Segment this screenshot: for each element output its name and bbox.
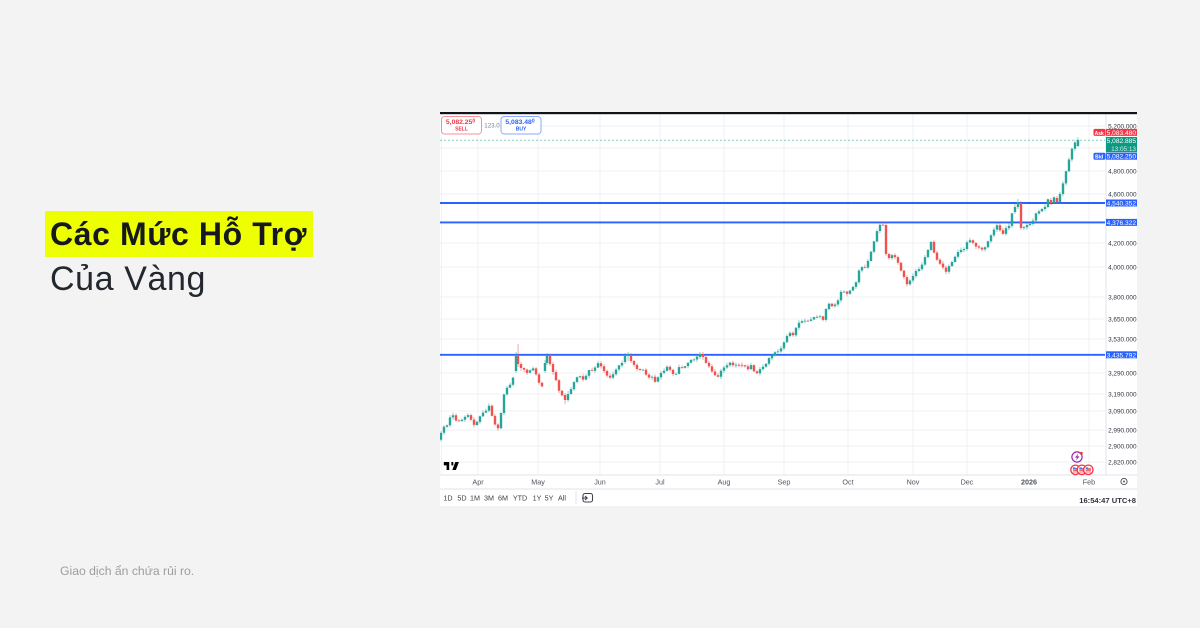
svg-text:2,820.000: 2,820.000 [1108,460,1137,467]
svg-text:4,800.000: 4,800.000 [1108,169,1137,176]
svg-text:6M: 6M [498,493,508,502]
svg-text:5,082.250: 5,082.250 [1107,154,1137,161]
svg-text:3,090.000: 3,090.000 [1108,409,1137,416]
svg-text:13:05:13: 13:05:13 [1111,146,1136,153]
svg-text:5,082.885: 5,082.885 [1107,138,1137,145]
svg-text:Ask: Ask [1095,131,1104,137]
svg-text:3,290.000: 3,290.000 [1108,371,1137,378]
svg-text:2,990.000: 2,990.000 [1108,428,1137,435]
svg-text:3,435.792: 3,435.792 [1107,352,1137,359]
svg-text:5,083.480: 5,083.480 [505,119,534,127]
svg-text:Dec: Dec [961,478,974,487]
svg-text:Apr: Apr [472,478,484,487]
svg-text:3M: 3M [484,493,494,502]
svg-text:Bid: Bid [1095,155,1103,161]
svg-text:5,082.250: 5,082.250 [446,119,475,127]
svg-text:SELL: SELL [455,127,468,133]
svg-text:2026: 2026 [1021,478,1037,487]
svg-text:123.0: 123.0 [484,123,500,130]
svg-text:All: All [558,493,566,502]
svg-text:3,530.000: 3,530.000 [1108,337,1137,344]
svg-text:4,000.000: 4,000.000 [1108,265,1137,272]
svg-text:4,600.000: 4,600.000 [1108,192,1137,199]
svg-text:1M: 1M [470,493,480,502]
svg-text:YTD: YTD [513,493,527,502]
svg-text:5,083.480: 5,083.480 [1107,130,1137,137]
svg-text:16:54:47 UTC+8: 16:54:47 UTC+8 [1079,496,1136,505]
svg-text:3,800.000: 3,800.000 [1108,295,1137,302]
svg-text:2,900.000: 2,900.000 [1108,444,1137,451]
svg-text:5,200.000: 5,200.000 [1108,124,1137,131]
svg-text:5Y: 5Y [545,493,554,502]
svg-text:Nov: Nov [907,478,920,487]
svg-text:3,190.000: 3,190.000 [1108,392,1137,399]
svg-text:May: May [531,478,545,487]
svg-text:4,200.000: 4,200.000 [1108,241,1137,248]
svg-text:BUY: BUY [516,127,527,133]
svg-text:1Y: 1Y [533,493,542,502]
svg-text:3,650.000: 3,650.000 [1108,317,1137,324]
svg-text:5D: 5D [457,493,466,502]
svg-text:4,376.322: 4,376.322 [1107,220,1137,227]
svg-text:4,540.352: 4,540.352 [1107,201,1137,208]
svg-text:Feb: Feb [1083,478,1095,487]
svg-text:1D: 1D [443,493,452,502]
svg-text:Oct: Oct [842,478,853,487]
svg-text:Aug: Aug [718,478,731,487]
svg-text:Sep: Sep [778,478,791,487]
svg-text:Jun: Jun [594,478,606,487]
svg-text:Jul: Jul [655,478,665,487]
